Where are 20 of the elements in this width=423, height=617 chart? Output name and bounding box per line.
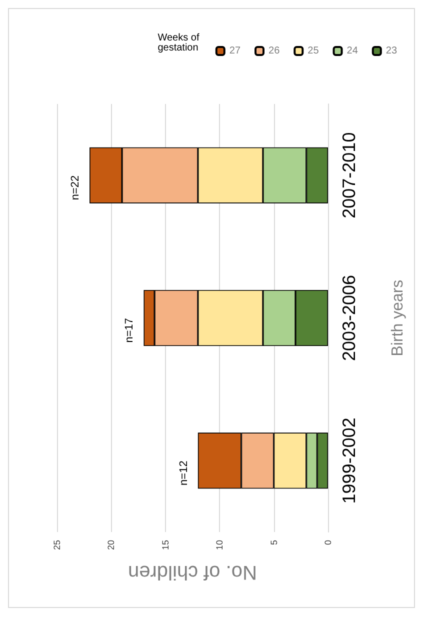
x-tick-label: 25 — [52, 540, 62, 550]
total-label: n=22 — [70, 175, 82, 200]
legend-label: 23 — [386, 46, 398, 56]
x-tick-label: 10 — [214, 540, 225, 550]
total-label: n=17 — [124, 318, 136, 343]
total-label: n=12 — [178, 460, 190, 486]
legend-title: Weeks of gestation — [158, 32, 202, 54]
y-tick-label: 2007-2010 — [339, 132, 359, 218]
legend-label: 26 — [268, 46, 280, 56]
x-tick-label: 5 — [268, 540, 279, 546]
x-axis-title: No. of children — [128, 561, 257, 583]
x-tick-label: 0 — [323, 540, 333, 546]
x-tick-label: 15 — [160, 540, 170, 550]
legend-label: 27 — [229, 46, 241, 56]
legend-label: 25 — [308, 46, 320, 56]
y-tick-label: 2003-2006 — [339, 274, 359, 362]
x-tick-label: 20 — [106, 540, 116, 550]
legend-label: 24 — [346, 46, 358, 56]
y-tick-label: 1999-2002 — [339, 418, 359, 504]
y-axis-title: Birth years — [390, 280, 406, 356]
